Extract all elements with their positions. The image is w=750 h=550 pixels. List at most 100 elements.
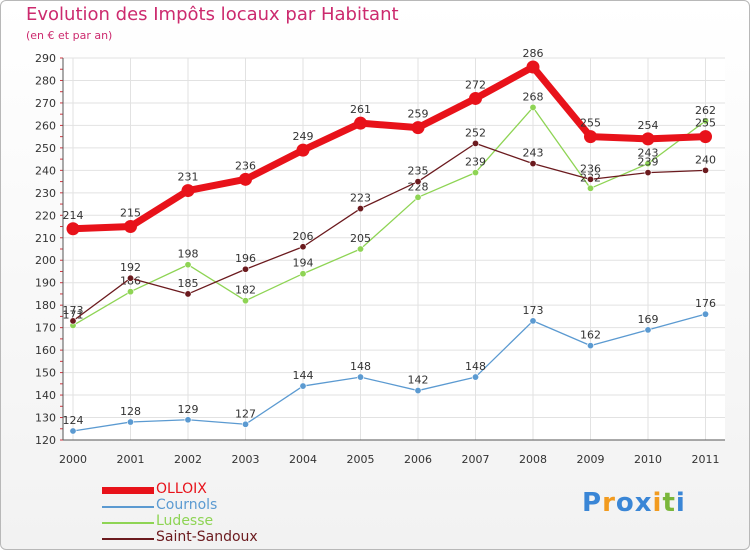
data-point-ludesse <box>127 288 135 296</box>
data-point-olloix <box>411 121 425 135</box>
logo-letter: t <box>662 488 676 518</box>
y-tick-label: 140 <box>35 389 56 402</box>
data-label-olloix: 272 <box>465 78 486 91</box>
chart-title: Evolution des Impôts locaux par Habitant <box>26 4 399 25</box>
legend-line-cournols <box>102 506 154 508</box>
logo-letter: P <box>582 488 603 518</box>
data-label-olloix: 261 <box>350 103 371 116</box>
data-label-saint-sandoux: 196 <box>235 252 256 265</box>
data-label-olloix: 255 <box>695 117 716 130</box>
data-label-saint-sandoux: 243 <box>523 147 544 160</box>
data-point-ludesse <box>299 270 307 278</box>
data-point-cournols <box>127 418 135 426</box>
proxiti-logo: Proxiti <box>582 488 686 518</box>
data-label-saint-sandoux: 240 <box>695 153 716 166</box>
x-tick-label: 2007 <box>462 453 490 466</box>
data-label-ludesse: 171 <box>63 308 84 321</box>
legend-line-saint-sandoux <box>102 538 154 540</box>
data-label-cournols: 173 <box>523 304 544 317</box>
x-tick-label: 2004 <box>289 453 317 466</box>
data-point-cournols <box>242 420 250 428</box>
y-tick-label: 280 <box>35 74 56 87</box>
data-label-ludesse: 182 <box>235 284 256 297</box>
data-label-cournols: 176 <box>695 297 716 310</box>
data-point-olloix <box>641 132 655 146</box>
data-label-olloix: 236 <box>235 159 256 172</box>
data-point-ludesse <box>184 261 192 269</box>
data-label-saint-sandoux: 206 <box>293 230 314 243</box>
data-label-cournols: 127 <box>235 407 256 420</box>
x-tick-label: 2009 <box>577 453 605 466</box>
data-point-cournols <box>701 310 709 318</box>
data-point-olloix <box>584 130 597 144</box>
series-line-ludesse <box>72 106 706 326</box>
data-label-saint-sandoux: 223 <box>350 192 371 205</box>
data-point-saint-sandoux <box>529 160 537 168</box>
data-point-saint-sandoux <box>299 243 307 251</box>
data-label-saint-sandoux: 239 <box>638 156 659 169</box>
data-point-saint-sandoux <box>586 175 594 183</box>
logo-letter: r <box>602 488 616 518</box>
data-point-olloix <box>526 60 540 74</box>
data-label-olloix: 286 <box>523 47 544 60</box>
logo-letter: i <box>652 488 663 518</box>
data-point-cournols <box>529 317 537 325</box>
legend-label-olloix: OLLOIX <box>156 481 207 497</box>
data-point-ludesse <box>529 103 537 111</box>
x-tick-label: 2008 <box>519 453 547 466</box>
series-line-olloix <box>72 63 706 233</box>
data-label-cournols: 129 <box>178 403 199 416</box>
data-point-olloix <box>124 220 137 234</box>
y-tick-label: 180 <box>35 299 56 312</box>
data-label-saint-sandoux: 252 <box>465 126 486 139</box>
logo-letter: x <box>634 488 653 518</box>
data-label-ludesse: 243 <box>638 147 659 160</box>
legend-label-ludesse: Ludesse <box>156 513 214 529</box>
data-label-cournols: 169 <box>638 313 659 326</box>
data-label-ludesse: 198 <box>178 248 199 261</box>
data-label-ludesse: 262 <box>695 104 716 117</box>
data-label-saint-sandoux: 236 <box>580 162 601 175</box>
y-tick-label: 220 <box>35 209 56 222</box>
legend-line-olloix <box>102 487 154 494</box>
y-tick-label: 260 <box>35 119 56 132</box>
data-label-saint-sandoux: 235 <box>408 165 429 178</box>
data-label-ludesse: 268 <box>523 90 544 103</box>
data-point-olloix <box>239 172 252 186</box>
y-tick-label: 120 <box>35 434 56 447</box>
data-label-ludesse: 194 <box>293 257 314 270</box>
data-point-ludesse <box>701 117 709 125</box>
x-tick-label: 2005 <box>347 453 375 466</box>
data-point-saint-sandoux <box>414 178 422 186</box>
logo-letter: i <box>675 488 686 518</box>
y-tick-label: 290 <box>35 52 56 65</box>
data-point-saint-sandoux <box>242 265 250 273</box>
data-point-cournols <box>414 387 422 395</box>
data-point-ludesse <box>644 160 652 168</box>
data-label-saint-sandoux: 192 <box>120 261 141 274</box>
series-line-cournols <box>72 313 706 432</box>
data-label-cournols: 124 <box>63 414 84 427</box>
data-point-ludesse <box>586 184 594 192</box>
y-tick-label: 170 <box>35 322 56 335</box>
data-label-olloix: 214 <box>63 209 84 222</box>
data-label-cournols: 148 <box>465 360 486 373</box>
x-tick-label: 2000 <box>59 453 87 466</box>
y-tick-label: 150 <box>35 367 56 380</box>
data-point-ludesse <box>356 245 364 253</box>
data-point-saint-sandoux <box>644 169 652 177</box>
data-label-olloix: 215 <box>120 207 141 220</box>
data-label-olloix: 255 <box>580 117 601 130</box>
logo-letter: o <box>615 488 635 518</box>
data-point-ludesse <box>414 193 422 201</box>
data-point-ludesse <box>471 169 479 177</box>
data-point-saint-sandoux <box>356 205 364 213</box>
data-label-cournols: 144 <box>293 369 314 382</box>
x-tick-label: 2001 <box>117 453 145 466</box>
data-point-cournols <box>356 373 364 381</box>
data-label-olloix: 259 <box>408 108 429 121</box>
data-label-ludesse: 239 <box>465 156 486 169</box>
data-point-saint-sandoux <box>701 166 709 174</box>
x-tick-label: 2011 <box>692 453 720 466</box>
data-point-olloix <box>469 91 482 105</box>
